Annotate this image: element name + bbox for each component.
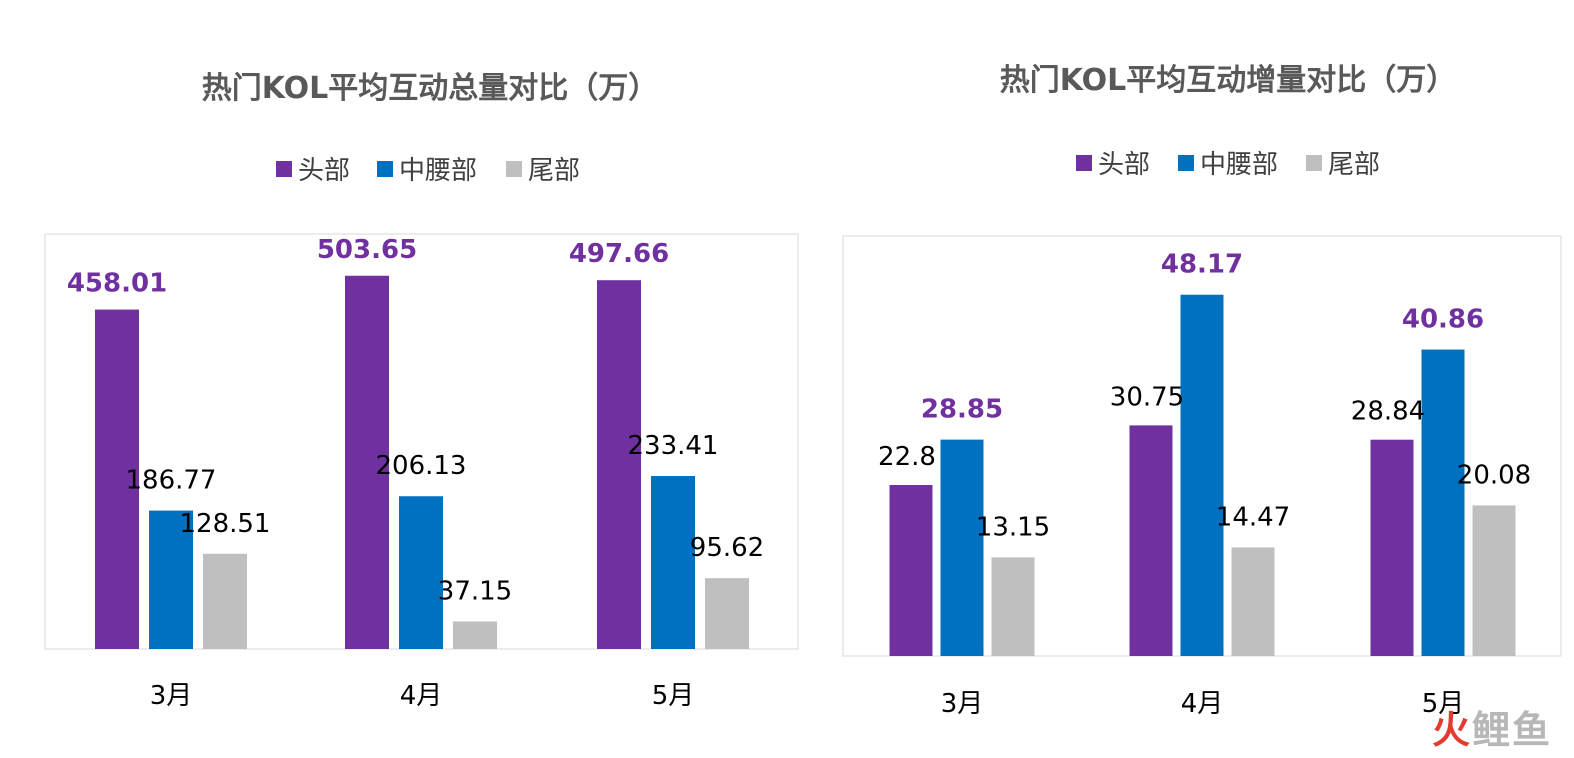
data-label-mid: 40.86: [1402, 305, 1484, 335]
category-label: 5月: [1422, 689, 1465, 719]
bar-head-3m: [889, 485, 933, 656]
legend-label-mid: 中腰部: [399, 156, 477, 186]
data-label-mid: 206.13: [376, 451, 467, 481]
legend-label-head: 头部: [1098, 150, 1150, 180]
category-label: 5月: [652, 681, 695, 711]
legend-swatch-head: [276, 161, 292, 177]
bar-head-4m: [345, 275, 389, 649]
data-label-mid: 48.17: [1161, 250, 1243, 280]
bar-mid-3m: [940, 439, 984, 656]
data-label-mid: 28.85: [921, 395, 1003, 425]
bar-tail-5m: [705, 578, 749, 649]
category-label: 3月: [941, 689, 984, 719]
bar-mid-4m: [399, 496, 443, 649]
bar-mid-3m: [149, 510, 193, 649]
chart-increment: 热门KOL平均互动增量对比（万） 头部 中腰部 尾部 22.8 28.85 13.1…: [842, 63, 1562, 719]
bar-mid-5m: [1421, 349, 1465, 656]
data-label-head: 28.84: [1351, 397, 1425, 427]
legend-swatch-head: [1076, 155, 1092, 171]
legend-label-tail: 尾部: [1328, 150, 1380, 180]
bar-tail-3m: [991, 557, 1035, 656]
data-label-head: 503.65: [317, 235, 417, 265]
data-label-tail: 14.47: [1216, 502, 1290, 532]
bar-tail-4m: [453, 621, 497, 649]
data-label-tail: 37.15: [438, 576, 512, 606]
data-label-head: 497.66: [569, 239, 669, 269]
data-label-mid: 233.41: [628, 431, 719, 461]
bar-head-4m: [1129, 425, 1173, 656]
legend-swatch-tail: [506, 161, 522, 177]
legend: 头部 中腰部 尾部: [276, 156, 580, 186]
category-labels: 3月 4月 5月: [941, 689, 1465, 719]
bar-tail-5m: [1472, 505, 1516, 656]
legend-label-head: 头部: [298, 156, 350, 186]
watermark-logo: 火鲤鱼: [1432, 699, 1552, 754]
data-label-tail: 13.15: [976, 512, 1050, 542]
category-label: 3月: [150, 681, 193, 711]
data-label-tail: 95.62: [690, 533, 764, 563]
legend-swatch-tail: [1306, 155, 1322, 171]
data-label-head: 30.75: [1110, 382, 1184, 412]
chart-total: 热门KOL平均互动总量对比（万） 头部 中腰部 尾部 458.01 186.77 1…: [44, 71, 799, 711]
category-label: 4月: [400, 681, 443, 711]
category-labels: 3月 4月 5月: [150, 681, 695, 711]
bars: [95, 275, 749, 649]
chart-title: 热门KOL平均互动总量对比（万）: [202, 71, 659, 106]
data-labels: 458.01 186.77 128.51 503.65 206.13 37.15 497.6…: [67, 235, 764, 607]
bars: [889, 294, 1516, 656]
data-labels: 22.8 28.85 13.15 30.75 48.17 14.47 28.84 40.86 2…: [878, 250, 1531, 543]
bar-tail-4m: [1231, 547, 1275, 656]
watermark-rest: 鲤鱼: [1471, 708, 1552, 752]
category-label: 4月: [1181, 689, 1224, 719]
data-label-tail: 20.08: [1457, 460, 1531, 490]
bar-tail-3m: [203, 553, 247, 649]
legend-swatch-mid: [377, 161, 393, 177]
legend-label-mid: 中腰部: [1200, 150, 1278, 180]
data-label-mid: 186.77: [126, 466, 217, 496]
bar-head-5m: [597, 280, 641, 649]
bar-head-3m: [95, 309, 139, 649]
legend-label-tail: 尾部: [528, 156, 580, 186]
chart-title: 热门KOL平均互动增量对比（万）: [1000, 63, 1457, 98]
bar-head-5m: [1370, 439, 1414, 656]
watermark-hot: 火: [1431, 708, 1472, 752]
legend: 头部 中腰部 尾部: [1076, 150, 1380, 180]
bar-mid-4m: [1180, 294, 1224, 656]
bar-mid-5m: [651, 476, 695, 649]
data-label-head: 22.8: [878, 442, 936, 472]
data-label-head: 458.01: [67, 269, 167, 299]
data-label-tail: 128.51: [180, 509, 271, 539]
legend-swatch-mid: [1178, 155, 1194, 171]
